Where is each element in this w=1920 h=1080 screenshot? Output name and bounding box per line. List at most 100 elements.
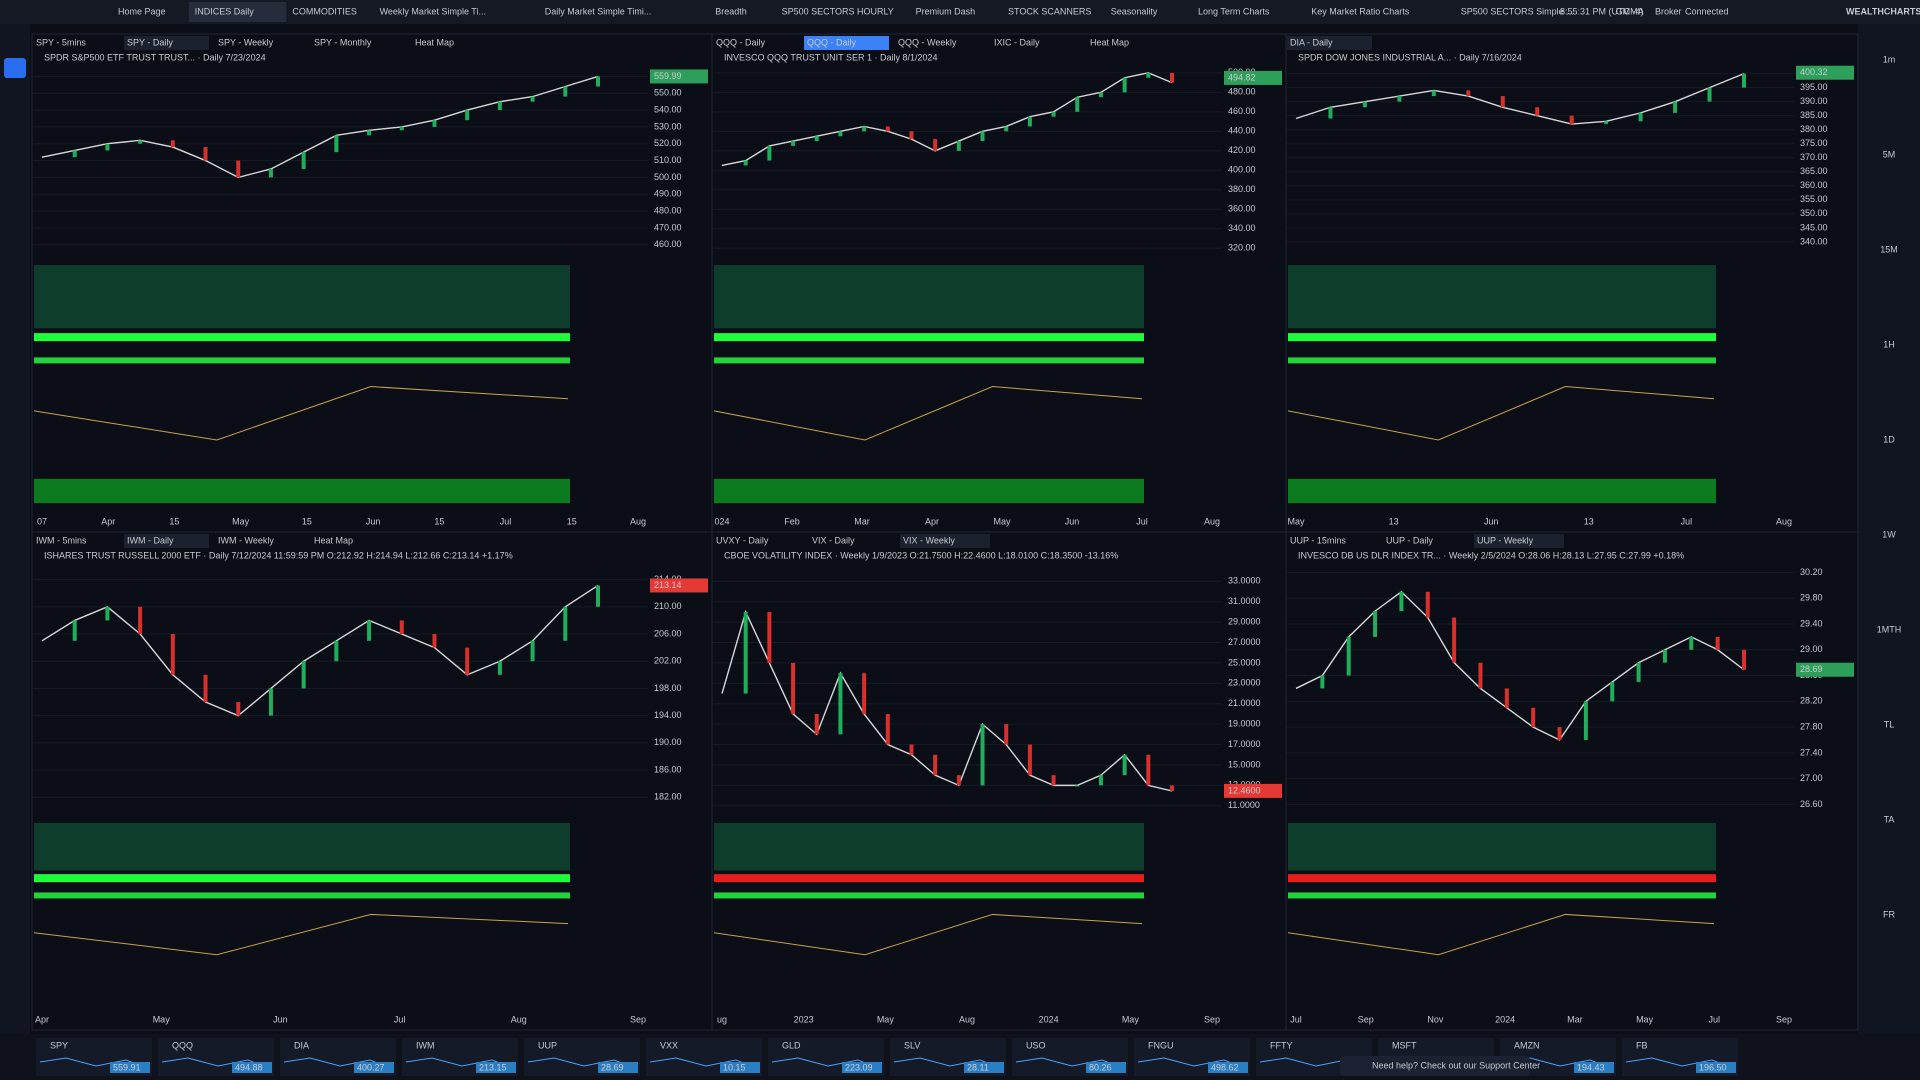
timeframe[interactable]: FR: [1883, 909, 1895, 919]
tab[interactable]: COMMODITIES: [292, 6, 357, 16]
timeframe[interactable]: 1m: [1883, 54, 1896, 64]
price-tick-label: 375.00: [1800, 138, 1828, 148]
candle: [1707, 87, 1712, 102]
subtab[interactable]: UUP - 15mins: [1290, 535, 1346, 545]
watch-symbol: QQQ: [172, 1040, 193, 1050]
x-label: Jun: [1484, 516, 1499, 526]
candle: [1373, 611, 1378, 637]
subtab[interactable]: IWM - Daily: [127, 535, 174, 545]
timeframe[interactable]: TL: [1884, 719, 1895, 729]
subtab[interactable]: DIA - Daily: [1290, 37, 1333, 47]
panel-title: ISHARES TRUST RUSSELL 2000 ETF · Daily 7…: [44, 550, 513, 560]
last-price-tag: [650, 578, 708, 593]
subtab[interactable]: Heat Map: [1090, 37, 1129, 47]
candle: [497, 661, 502, 675]
tab[interactable]: SP500 SECTORS HOURLY: [782, 6, 894, 16]
price-tick-label: 370.00: [1800, 152, 1828, 162]
price-tick-label: 340.00: [1800, 236, 1828, 246]
tab[interactable]: Daily Market Simple Timi...: [545, 6, 652, 16]
tab[interactable]: STOCK SCANNERS: [1008, 6, 1091, 16]
timeframe[interactable]: TA: [1884, 814, 1895, 824]
candle: [399, 620, 404, 635]
volume-area: [34, 265, 570, 329]
price-tick-label: 15.0000: [1228, 759, 1261, 769]
last-price-label: 28.69: [1800, 664, 1823, 674]
signal-strip: [714, 357, 1144, 364]
timeframe[interactable]: 15M: [1880, 244, 1898, 254]
subtab[interactable]: IWM - Weekly: [218, 535, 274, 545]
add-button[interactable]: [4, 58, 26, 78]
tab[interactable]: Home Page: [118, 6, 166, 16]
subtab[interactable]: QQQ - Daily: [716, 37, 766, 47]
watch-price-bg: [598, 1062, 638, 1073]
broker: Broker: [1655, 6, 1682, 16]
tab[interactable]: Weekly Market Simple Ti...: [380, 6, 486, 16]
subtab[interactable]: VIX - Daily: [812, 535, 855, 545]
candle: [1478, 662, 1483, 689]
timeframe[interactable]: 1H: [1883, 339, 1895, 349]
signal-strip: [34, 357, 570, 364]
candle: [1320, 675, 1325, 689]
price-tick-label: 194.00: [654, 710, 682, 720]
candle: [1715, 636, 1720, 650]
tab[interactable]: INDICES Daily: [195, 6, 255, 16]
candle: [1098, 775, 1103, 786]
subtab[interactable]: QQQ - Weekly: [898, 37, 957, 47]
timeframe[interactable]: 1MTH: [1877, 624, 1902, 634]
trend-strip: [1288, 333, 1716, 342]
tab[interactable]: Seasonality: [1111, 6, 1158, 16]
subtab[interactable]: Heat Map: [415, 37, 454, 47]
candle: [432, 634, 437, 648]
last-price-tag: [1796, 65, 1854, 80]
price-tick-label: 420.00: [1228, 145, 1256, 155]
price-tick-label: 510.00: [654, 155, 682, 165]
subtab[interactable]: UVXY - Daily: [716, 535, 769, 545]
subtab[interactable]: UUP - Daily: [1386, 535, 1433, 545]
x-label: Jul: [1681, 516, 1693, 526]
trend-strip: [34, 333, 570, 342]
subtab-bg: [1287, 36, 1372, 50]
price-tick-label: 25.0000: [1228, 657, 1261, 667]
timeframe[interactable]: 1W: [1882, 529, 1896, 539]
subtab-bg: [124, 534, 209, 548]
watch-symbol: DIA: [294, 1040, 309, 1050]
subtab[interactable]: IXIC - Daily: [994, 37, 1040, 47]
tab[interactable]: GMMA: [1616, 6, 1644, 16]
x-label: May: [877, 1014, 895, 1024]
subtab[interactable]: Heat Map: [314, 535, 353, 545]
last-price-label: 12.4600: [1228, 785, 1261, 795]
price-tick-label: 29.0000: [1228, 616, 1261, 626]
panel-title: INVESCO DB US DLR INDEX TR... · Weekly 2…: [1298, 550, 1684, 560]
candle: [334, 135, 339, 153]
trend-strip: [714, 333, 1144, 342]
timeframe[interactable]: 1D: [1883, 434, 1895, 444]
watch-price-bg: [354, 1062, 394, 1073]
price-tick-label: 350.00: [1800, 208, 1828, 218]
x-label: 024: [714, 516, 729, 526]
subtab[interactable]: SPY - 5mins: [36, 37, 86, 47]
subtab[interactable]: SPY - Weekly: [218, 37, 274, 47]
x-label: Mar: [854, 516, 870, 526]
support-box[interactable]: [1340, 1056, 1530, 1076]
price-tick-label: 17.0000: [1228, 739, 1261, 749]
candle: [1051, 775, 1056, 786]
candle: [1004, 126, 1009, 132]
subtab[interactable]: IWM - 5mins: [36, 535, 87, 545]
candle: [203, 147, 208, 161]
subtab[interactable]: UUP - Weekly: [1477, 535, 1534, 545]
candle: [1583, 701, 1588, 740]
timeframe[interactable]: 5M: [1883, 149, 1896, 159]
candle: [956, 141, 961, 151]
price-tick-label: 27.00: [1800, 773, 1823, 783]
watch-price-bg: [232, 1062, 272, 1073]
tab[interactable]: Long Term Charts: [1198, 6, 1270, 16]
tab[interactable]: SP500 SECTORS Simple ...: [1461, 6, 1574, 16]
candle: [1742, 649, 1746, 670]
subtab[interactable]: VIX - Weekly: [903, 535, 955, 545]
tab[interactable]: Key Market Ratio Charts: [1311, 6, 1410, 16]
tab[interactable]: Breadth: [715, 6, 747, 16]
subtab[interactable]: SPY - Daily: [127, 37, 173, 47]
tab[interactable]: Premium Dash: [916, 6, 976, 16]
subtab[interactable]: SPY - Monthly: [314, 37, 372, 47]
subtab[interactable]: QQQ - Daily: [807, 37, 857, 47]
